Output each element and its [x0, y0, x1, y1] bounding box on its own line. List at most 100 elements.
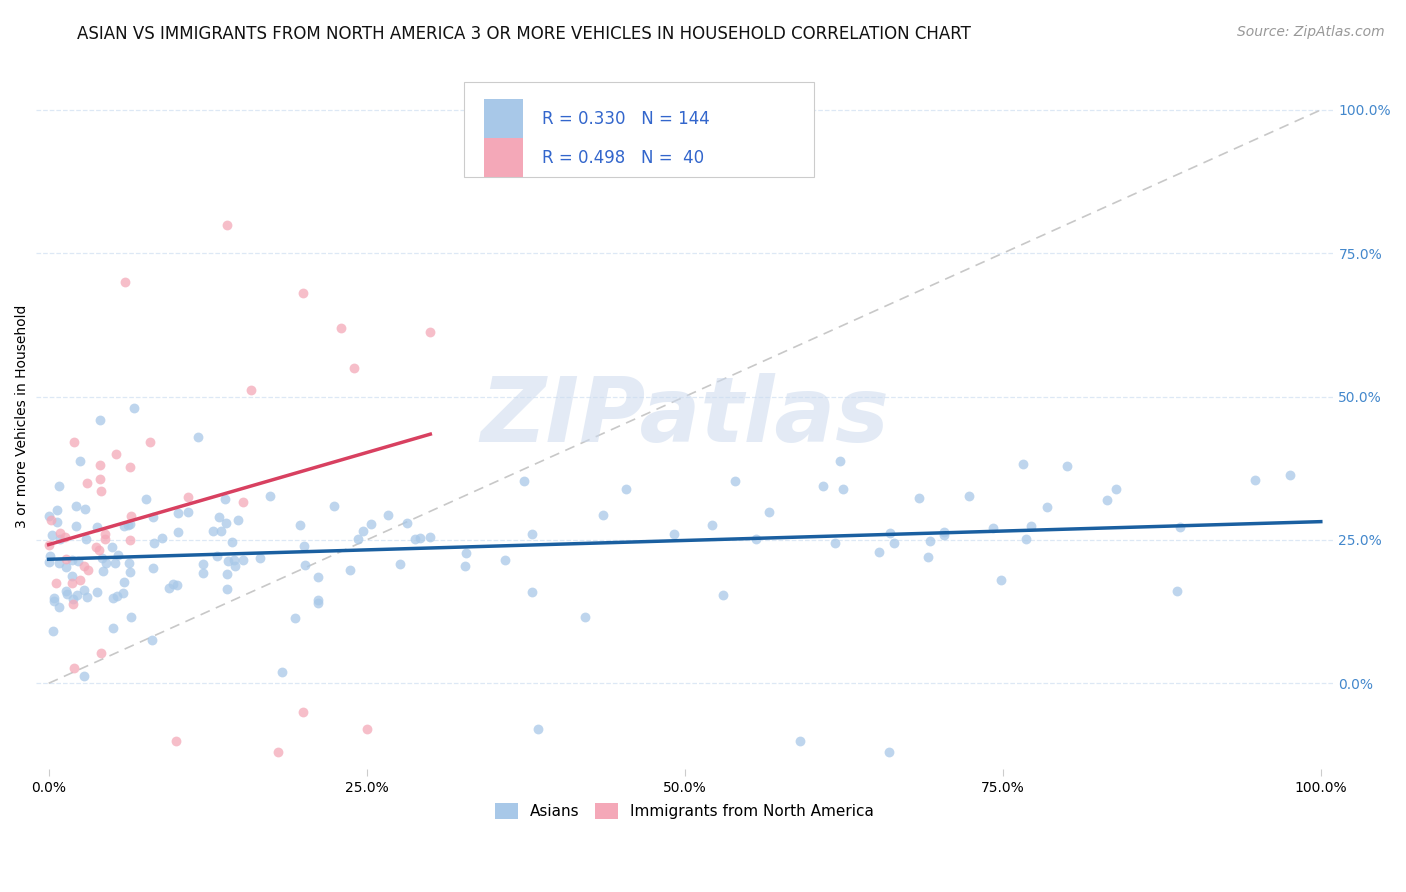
- Text: R = 0.330   N = 144: R = 0.330 N = 144: [541, 110, 710, 128]
- Point: [347, 532, 370, 546]
- Point: [294, 558, 316, 572]
- Point: [193, 566, 215, 580]
- Point: [249, 551, 271, 566]
- Point: [187, 430, 209, 444]
- Point: [66, 589, 89, 603]
- Point: [45, 576, 67, 591]
- Point: [527, 722, 550, 736]
- Point: [111, 585, 134, 599]
- Point: [1105, 482, 1128, 496]
- Point: [339, 563, 361, 577]
- Point: [94, 526, 117, 541]
- Point: [112, 518, 135, 533]
- Point: [232, 553, 254, 567]
- FancyBboxPatch shape: [484, 138, 523, 177]
- Point: [209, 524, 232, 539]
- Point: [789, 733, 811, 747]
- Point: [76, 590, 98, 604]
- Point: [883, 536, 905, 550]
- Point: [89, 412, 111, 426]
- Point: [67, 553, 90, 567]
- Point: [69, 454, 91, 468]
- Point: [91, 565, 114, 579]
- Point: [824, 536, 846, 550]
- Point: [356, 722, 378, 736]
- Point: [157, 581, 180, 595]
- Point: [377, 508, 399, 522]
- Point: [118, 565, 141, 579]
- FancyBboxPatch shape: [464, 82, 814, 177]
- Point: [322, 499, 344, 513]
- Point: [118, 533, 141, 548]
- Point: [191, 557, 214, 571]
- Point: [39, 513, 62, 527]
- Point: [981, 521, 1004, 535]
- Point: [215, 516, 238, 531]
- Point: [122, 401, 145, 415]
- Point: [46, 515, 69, 529]
- Point: [120, 610, 142, 624]
- Point: [360, 517, 382, 532]
- Point: [73, 502, 96, 516]
- Point: [69, 573, 91, 587]
- Point: [75, 533, 97, 547]
- Point: [879, 525, 901, 540]
- Point: [94, 532, 117, 546]
- Point: [62, 597, 84, 611]
- Point: [38, 538, 60, 552]
- Point: [87, 543, 110, 558]
- Point: [932, 525, 955, 540]
- Point: [513, 474, 536, 488]
- Point: [55, 560, 77, 574]
- Point: [520, 527, 543, 541]
- Point: [90, 646, 112, 660]
- Point: [142, 561, 165, 575]
- Point: [118, 460, 141, 475]
- Point: [73, 558, 96, 573]
- Point: [166, 506, 188, 520]
- Point: [48, 556, 70, 570]
- Point: [409, 532, 432, 546]
- Point: [745, 532, 768, 546]
- Point: [1244, 473, 1267, 487]
- Point: [76, 475, 98, 490]
- Point: [65, 518, 87, 533]
- Point: [86, 520, 108, 534]
- Point: [908, 491, 931, 506]
- Point: [139, 435, 162, 450]
- Point: [215, 582, 238, 597]
- Point: [1012, 457, 1035, 471]
- Y-axis label: 3 or more Vehicles in Household: 3 or more Vehicles in Household: [15, 305, 30, 528]
- Point: [934, 528, 956, 542]
- Point: [877, 745, 900, 759]
- Point: [62, 592, 84, 607]
- Point: [101, 591, 124, 606]
- Point: [53, 530, 76, 544]
- Point: [288, 517, 311, 532]
- Point: [266, 745, 288, 759]
- Point: [917, 550, 939, 565]
- Point: [48, 479, 70, 493]
- Point: [201, 524, 224, 538]
- Point: [217, 554, 239, 568]
- Point: [65, 500, 87, 514]
- Point: [405, 533, 427, 547]
- Point: [520, 585, 543, 599]
- Point: [42, 591, 65, 605]
- Point: [343, 360, 366, 375]
- Point: [89, 458, 111, 473]
- Point: [41, 528, 63, 542]
- Point: [330, 320, 353, 334]
- Point: [143, 535, 166, 549]
- Point: [90, 483, 112, 498]
- Point: [868, 544, 890, 558]
- Point: [259, 490, 281, 504]
- Point: [42, 594, 65, 608]
- Point: [307, 570, 329, 584]
- Point: [724, 475, 747, 489]
- Point: [142, 510, 165, 524]
- Point: [60, 553, 83, 567]
- Point: [60, 569, 83, 583]
- Point: [352, 524, 374, 538]
- Point: [77, 563, 100, 577]
